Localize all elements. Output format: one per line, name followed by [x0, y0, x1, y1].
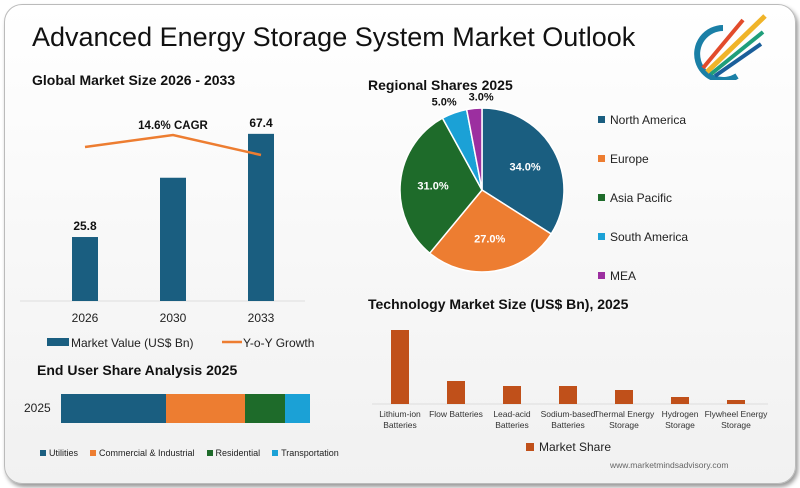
technology-title: Technology Market Size (US$ Bn), 2025 — [368, 296, 629, 312]
segment-commercial-industrial — [165, 394, 246, 423]
logo-icon — [694, 14, 767, 80]
legend-swatch — [598, 116, 605, 123]
x-tick-label: Lead-acid Batteries — [493, 409, 531, 430]
data-label: 67.4 — [249, 116, 273, 130]
legend-swatch — [272, 450, 279, 456]
x-tick-label: Flywheel Energy Storage — [704, 409, 768, 430]
pie-data-label: 34.0% — [510, 161, 541, 173]
x-tick-label: 2026 — [72, 311, 99, 325]
legend-item: Commercial & Industrial — [90, 448, 195, 458]
global-market-chart: 25.8 2026 2030 67.4 2033 14.6% CAGR Market Val… — [20, 116, 314, 350]
legend-item: North America — [598, 100, 688, 139]
pie-legend: North America Europe Asia Pacific South Ame… — [598, 100, 688, 295]
page-title: Advanced Energy Storage System Market Ou… — [32, 22, 636, 52]
pie-slice-europe — [428, 189, 553, 273]
legend-item: Utilities — [40, 448, 78, 458]
bar-flywheel-energy-storage — [727, 400, 745, 404]
legend-label: Commercial & Industrial — [99, 448, 195, 458]
legend-label: South America — [610, 229, 689, 244]
end-user-title: End User Share Analysis 2025 — [37, 362, 238, 378]
legend-swatch — [206, 450, 213, 456]
segment-utilities — [61, 394, 166, 423]
legend-item: Transportation — [272, 448, 339, 458]
pie-data-label: 27.0% — [474, 234, 505, 246]
legend-label: Utilities — [49, 448, 79, 458]
bar-lithium-ion-batteries — [391, 330, 409, 404]
pie-data-label: 3.0% — [469, 91, 494, 103]
cagr-annotation: 14.6% CAGR — [138, 120, 208, 132]
global-market-title: Global Market Size 2026 - 2033 — [32, 72, 236, 88]
bar-2030 — [160, 177, 186, 301]
legend-swatch-market-value — [47, 338, 69, 346]
bar-lead-acid-batteries — [503, 386, 521, 404]
regional-title: Regional Shares 2025 — [368, 77, 513, 93]
technology-legend: Market Share — [526, 440, 611, 454]
end-user-legend: Utilities Commercial & Industrial Resident… — [40, 448, 339, 458]
legend-label: Market Value (US$ Bn) — [71, 336, 194, 350]
legend-item: MEA — [598, 256, 688, 295]
technology-labels: Lithium-ion Batteries Flow Batteries Lead-… — [370, 409, 770, 433]
end-user-stacked-bar — [61, 394, 311, 423]
x-tick-label: Sodium-based Batteries — [540, 409, 596, 430]
bar-2026 — [72, 237, 98, 301]
legend-swatch — [598, 155, 605, 162]
legend-swatch — [40, 450, 46, 456]
legend-label: Market Share — [539, 440, 612, 454]
regional-pie: 34.0% 27.0% 31.0% 5.0% 3.0% — [399, 91, 565, 273]
yoy-growth-line — [84, 133, 262, 157]
legend-swatch — [598, 233, 605, 240]
pie-data-label: 5.0% — [432, 97, 457, 109]
bar-hydrogen-storage — [671, 397, 689, 404]
legend-swatch — [598, 272, 605, 279]
legend-item: Europe — [598, 139, 688, 178]
pie-slice-mea — [465, 107, 483, 191]
legend-swatch — [526, 443, 534, 451]
x-tick-label: 2033 — [248, 311, 275, 325]
bar-flow-batteries — [447, 381, 465, 404]
pie-data-label: 31.0% — [417, 180, 448, 192]
x-tick-label: Thermal Energy Storage — [593, 409, 655, 430]
x-tick-label: 2030 — [160, 311, 187, 325]
legend-swatch — [598, 194, 605, 201]
bar-2033 — [248, 133, 274, 301]
legend-label: MEA — [610, 268, 637, 283]
bar-sodium-based-batteries — [559, 386, 577, 404]
legend-swatch — [90, 450, 97, 456]
x-tick-label: Hydrogen Storage — [661, 409, 699, 430]
website-link[interactable]: www.marketmindsadvisory.com — [610, 460, 729, 470]
legend-label: Europe — [610, 151, 649, 166]
x-tick-label: Flow Batteries — [429, 409, 483, 419]
legend-item: South America — [598, 217, 688, 256]
legend-label: Asia Pacific — [610, 190, 673, 205]
legend-item: Residential — [206, 448, 261, 458]
technology-chart — [372, 330, 768, 405]
legend-label: Residential — [215, 448, 261, 458]
legend-label: North America — [610, 112, 687, 127]
data-label: 25.8 — [73, 219, 97, 233]
segment-transportation — [285, 394, 311, 423]
legend-label: Transportation — [281, 448, 339, 458]
bar-thermal-energy-storage — [615, 390, 633, 404]
legend-item: Asia Pacific — [598, 178, 688, 217]
segment-residential — [245, 394, 286, 423]
end-user-category: 2025 — [24, 401, 51, 415]
legend-label: Y-o-Y Growth — [243, 336, 314, 350]
x-tick-label: Lithium-ion Batteries — [379, 409, 421, 430]
pie-slice-asia-pacific — [399, 117, 483, 255]
